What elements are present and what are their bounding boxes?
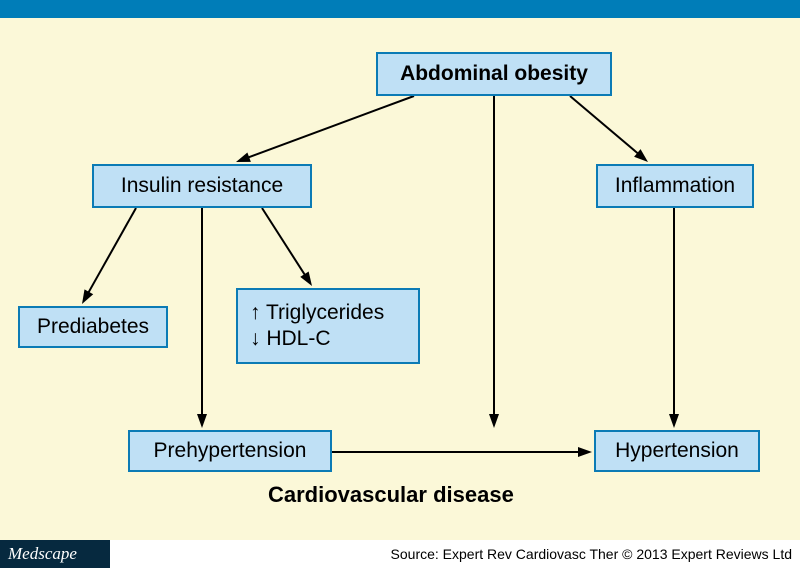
node-prediabetes: Prediabetes: [18, 306, 168, 348]
header-bar: [0, 0, 800, 18]
node-label: Prehypertension: [154, 438, 307, 464]
node-inflammation: Inflammation: [596, 164, 754, 208]
node-hypertension: Hypertension: [594, 430, 760, 472]
node-insulin-resistance: Insulin resistance: [92, 164, 312, 208]
node-triglycerides: ↑ Triglycerides ↓ HDL-C: [236, 288, 420, 364]
footer: Medscape Source: Expert Rev Cardiovasc T…: [0, 540, 800, 568]
node-label-line2: ↓ HDL-C: [250, 326, 331, 352]
node-label: Hypertension: [615, 438, 739, 464]
node-label: Abdominal obesity: [400, 61, 588, 87]
label-cardiovascular-disease: Cardiovascular disease: [268, 482, 514, 508]
footer-brand: Medscape: [0, 540, 110, 568]
node-label-line1: ↑ Triglycerides: [250, 300, 384, 326]
node-label: Inflammation: [615, 173, 735, 199]
node-prehypertension: Prehypertension: [128, 430, 332, 472]
node-abdominal-obesity: Abdominal obesity: [376, 52, 612, 96]
footer-source: Source: Expert Rev Cardiovasc Ther © 201…: [110, 540, 800, 568]
node-label: Insulin resistance: [121, 173, 283, 199]
node-label: Prediabetes: [37, 314, 149, 340]
diagram-area: Abdominal obesity Insulin resistance Inf…: [0, 18, 800, 540]
